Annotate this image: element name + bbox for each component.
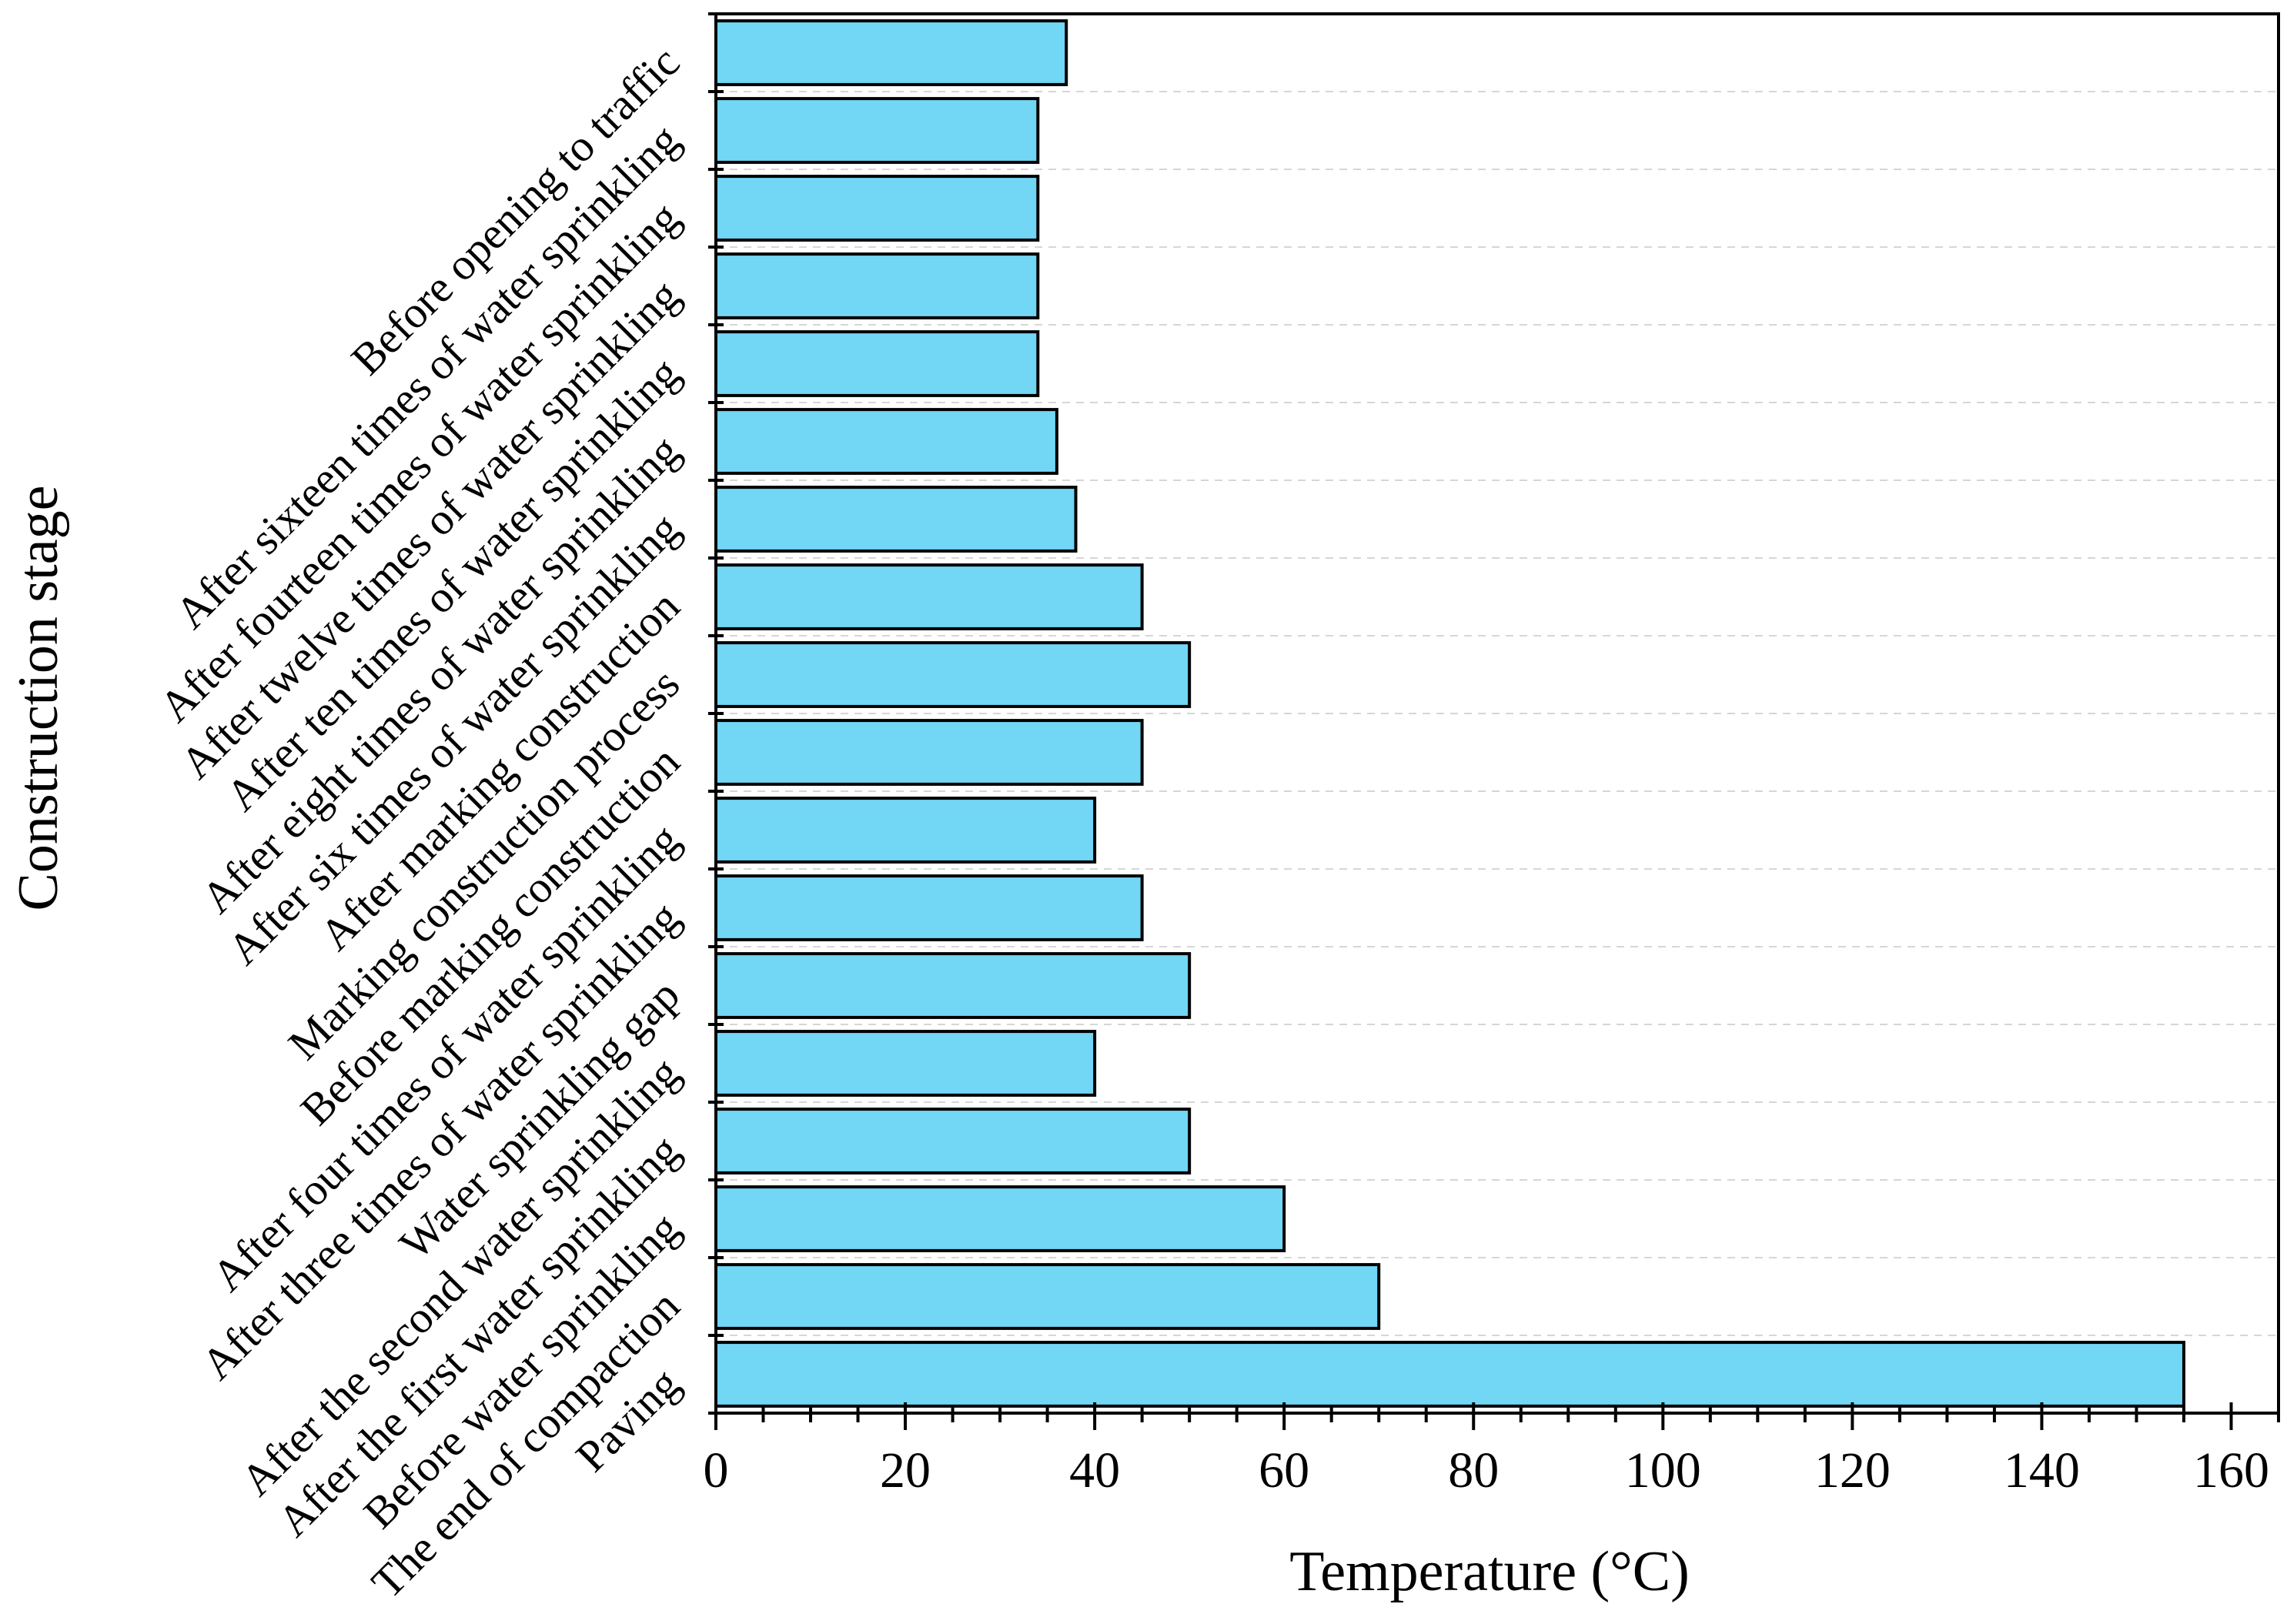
x-tick-labels: 0 20 40 60 80 100 120 140 160 — [704, 1442, 2269, 1499]
x-tick-label: 140 — [2004, 1442, 2080, 1499]
bar-4 — [714, 1030, 1097, 1097]
x-tick-label: 160 — [2193, 1442, 2269, 1499]
x-tick-label: 80 — [1448, 1442, 1499, 1499]
bar-13 — [714, 330, 1040, 397]
bar-12 — [714, 408, 1058, 475]
y-category-label: Before water sprinkling — [354, 1203, 689, 1538]
bar-17 — [714, 19, 1068, 86]
y-axis-title: Construction stage — [7, 486, 70, 911]
x-tick-label: 60 — [1259, 1442, 1309, 1499]
bar-2 — [714, 1185, 1286, 1252]
x-tick-label: 20 — [880, 1442, 931, 1499]
x-tick-label: 40 — [1069, 1442, 1120, 1499]
axis-ticks — [708, 12, 2280, 1430]
bar-3 — [714, 1108, 1192, 1175]
x-tick-label: 100 — [1625, 1442, 1701, 1499]
x-axis-title: Temperature (°C) — [1289, 1540, 1690, 1603]
bar-6 — [714, 874, 1144, 941]
bars — [714, 19, 2185, 1408]
bar-9 — [714, 641, 1192, 708]
x-tick-label: 120 — [1814, 1442, 1891, 1499]
bar-14 — [714, 252, 1040, 319]
bar-1 — [714, 1263, 1381, 1330]
bar-10 — [714, 563, 1144, 630]
bar-5 — [714, 952, 1192, 1019]
bar-16 — [714, 97, 1040, 164]
bar-15 — [714, 175, 1040, 242]
bar-11 — [714, 486, 1078, 553]
grid-lines — [716, 91, 2279, 1336]
bar-7 — [714, 797, 1097, 864]
bar-8 — [714, 719, 1144, 786]
x-tick-label: 0 — [704, 1442, 729, 1499]
bar-0 — [714, 1341, 2185, 1408]
